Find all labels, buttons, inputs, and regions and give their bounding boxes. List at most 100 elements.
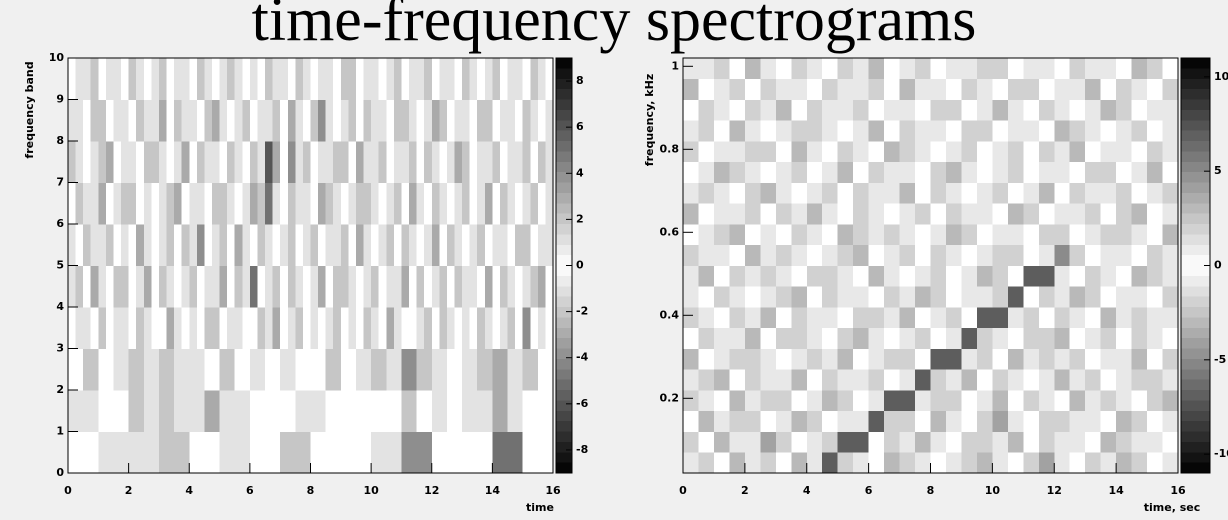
- heat-cell: [90, 224, 99, 266]
- heat-cell: [1116, 348, 1132, 370]
- heat-cell: [393, 265, 402, 308]
- heat-cell: [204, 58, 213, 100]
- y-tick-label: 0.8: [660, 142, 680, 155]
- heat-cell: [378, 265, 387, 308]
- heat-cell: [1069, 203, 1086, 225]
- heat-cell: [98, 307, 107, 349]
- heat-cell: [371, 390, 387, 432]
- heat-cell: [537, 224, 546, 266]
- heat-cell: [791, 161, 808, 183]
- heat-cell: [439, 99, 448, 142]
- heat-cell: [930, 265, 947, 287]
- heat-cell: [945, 348, 962, 370]
- heat-cell: [530, 265, 539, 308]
- heat-cell: [806, 307, 823, 329]
- heat-cell: [976, 99, 993, 121]
- heat-cell: [499, 58, 508, 100]
- colorbar-step: [1181, 234, 1210, 246]
- heat-cell: [1069, 224, 1086, 246]
- heat-cell: [515, 58, 524, 100]
- heat-cell: [791, 99, 808, 121]
- heat-cell: [469, 182, 478, 225]
- heat-cell: [522, 58, 531, 100]
- heat-cell: [158, 141, 167, 183]
- colorbar-tick-label: 10: [1214, 70, 1228, 83]
- heat-cell: [174, 99, 183, 142]
- heat-cell: [249, 224, 258, 266]
- heat-cell: [729, 452, 746, 474]
- heat-cell: [189, 99, 198, 142]
- heat-cell: [143, 265, 152, 308]
- heat-cell: [409, 141, 417, 183]
- heat-cell: [806, 369, 823, 391]
- heat-cell: [961, 244, 978, 266]
- heat-cell: [530, 141, 539, 183]
- heat-cell: [806, 78, 823, 100]
- heat-cell: [545, 224, 554, 266]
- heat-cell: [196, 58, 205, 100]
- heat-cell: [469, 224, 478, 266]
- heat-cell: [310, 99, 319, 142]
- heat-cell: [128, 390, 145, 432]
- heat-cell: [189, 390, 205, 432]
- heat-cell: [1085, 120, 1102, 142]
- heat-cell: [219, 99, 228, 142]
- heat-cell: [1038, 348, 1055, 370]
- heat-cell: [1085, 99, 1102, 121]
- heat-cell: [318, 307, 327, 349]
- heat-cell: [868, 224, 885, 246]
- heat-cell: [318, 58, 327, 100]
- heat-cell: [189, 58, 198, 100]
- heat-cell: [760, 244, 777, 266]
- heat-cell: [462, 431, 493, 474]
- heat-cell: [1069, 141, 1086, 163]
- heat-cell: [211, 99, 220, 142]
- heat-cell: [211, 224, 220, 266]
- x-tick-label: 14: [485, 484, 501, 497]
- heat-cell: [899, 161, 916, 183]
- heat-cell: [775, 348, 792, 370]
- heat-cell: [462, 307, 471, 349]
- heat-cell: [899, 182, 916, 204]
- colorbar-step: [1181, 358, 1210, 370]
- heat-cell: [454, 99, 463, 142]
- heat-cell: [83, 307, 92, 349]
- heat-cell: [401, 99, 410, 142]
- heat-cell: [424, 99, 433, 142]
- heat-cell: [1069, 307, 1086, 329]
- colorbar-step: [556, 338, 572, 349]
- heat-cell: [325, 265, 334, 308]
- heat-cell: [976, 182, 993, 204]
- heat-cell: [853, 369, 870, 391]
- colorbar-step: [556, 275, 572, 287]
- heat-cell: [791, 327, 808, 349]
- heat-cell: [884, 120, 900, 142]
- heat-cell: [1116, 58, 1132, 80]
- heat-cell: [760, 203, 777, 225]
- heat-cell: [992, 410, 1009, 432]
- heat-cell: [945, 141, 962, 163]
- heat-cell: [744, 224, 761, 246]
- heat-cell: [1131, 161, 1148, 183]
- heat-cell: [105, 307, 114, 349]
- heat-cell: [884, 58, 900, 80]
- colorbar-step: [556, 379, 572, 391]
- heat-cell: [744, 99, 761, 121]
- heat-cell: [1054, 182, 1071, 204]
- colorbar-step: [1181, 213, 1210, 225]
- heat-cell: [143, 348, 160, 391]
- heat-cell: [853, 224, 870, 246]
- heat-cell: [1054, 99, 1071, 121]
- heat-cell: [930, 348, 947, 370]
- heat-cell: [1054, 203, 1071, 225]
- colorbar-step: [1181, 99, 1210, 111]
- heat-cell: [1100, 78, 1117, 100]
- heat-cell: [1069, 120, 1086, 142]
- heat-cell: [1116, 182, 1132, 204]
- heat-cell: [257, 307, 266, 349]
- colorbar-tick-label: 5: [1214, 164, 1222, 177]
- heat-cell: [961, 390, 978, 412]
- heat-cell: [915, 431, 931, 453]
- heat-cell: [537, 58, 546, 100]
- heat-cell: [868, 244, 885, 266]
